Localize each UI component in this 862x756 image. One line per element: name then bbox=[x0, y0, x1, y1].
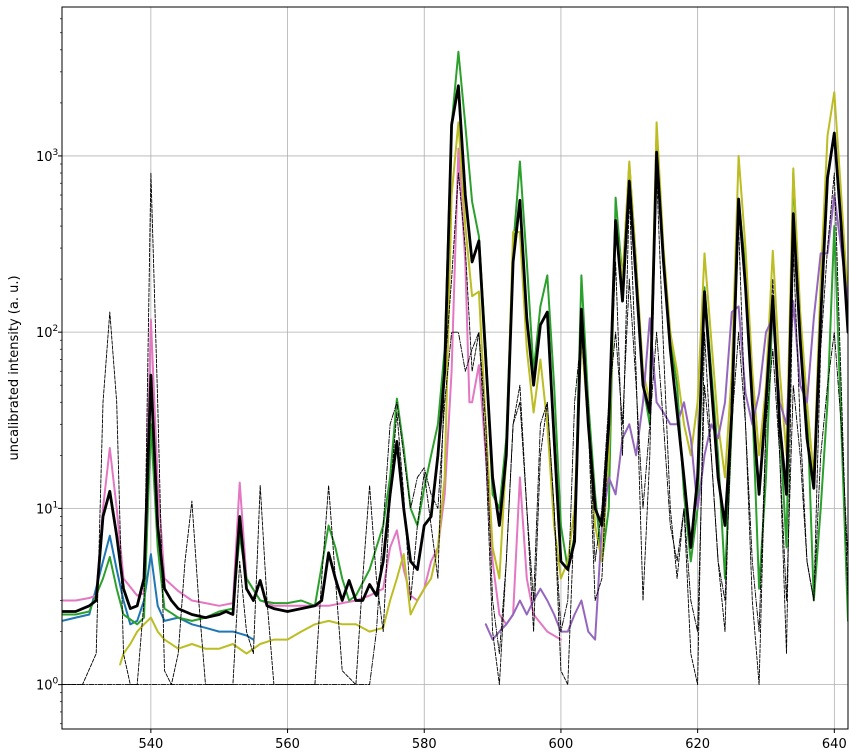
series-line-6 bbox=[62, 84, 848, 619]
y-axis-label: uncalibrated intensity (a. u.) bbox=[7, 275, 22, 460]
y-tick-label-exponent: 2 bbox=[53, 324, 59, 334]
x-tick-label: 640 bbox=[822, 737, 847, 752]
series-line-8 bbox=[62, 278, 848, 686]
y-tick-label-exponent: 3 bbox=[53, 148, 59, 158]
series-line-4 bbox=[119, 91, 848, 666]
y-tick-label: 101 bbox=[36, 500, 58, 517]
y-tick-label: 102 bbox=[36, 324, 58, 341]
plot-frame bbox=[61, 6, 849, 730]
y-tick-label-base: 10 bbox=[36, 679, 53, 694]
x-tick-label: 540 bbox=[138, 737, 163, 752]
y-tick-label-exponent: 0 bbox=[53, 677, 59, 687]
series-line-1 bbox=[62, 534, 255, 641]
series-layer bbox=[62, 50, 848, 686]
y-tick-label-base: 10 bbox=[36, 326, 53, 341]
x-tick-label: 560 bbox=[275, 737, 300, 752]
y-tick-label-base: 10 bbox=[36, 502, 53, 517]
y-tick-label-base: 10 bbox=[36, 150, 53, 165]
y-tick-label-exponent: 1 bbox=[53, 500, 59, 510]
x-tick-label: 620 bbox=[685, 737, 710, 752]
y-tick-label: 100 bbox=[36, 677, 59, 694]
series-line-7 bbox=[62, 172, 848, 686]
x-tick-label: 580 bbox=[412, 737, 437, 752]
x-tick-label: 600 bbox=[549, 737, 574, 752]
y-tick-label: 103 bbox=[36, 148, 58, 165]
